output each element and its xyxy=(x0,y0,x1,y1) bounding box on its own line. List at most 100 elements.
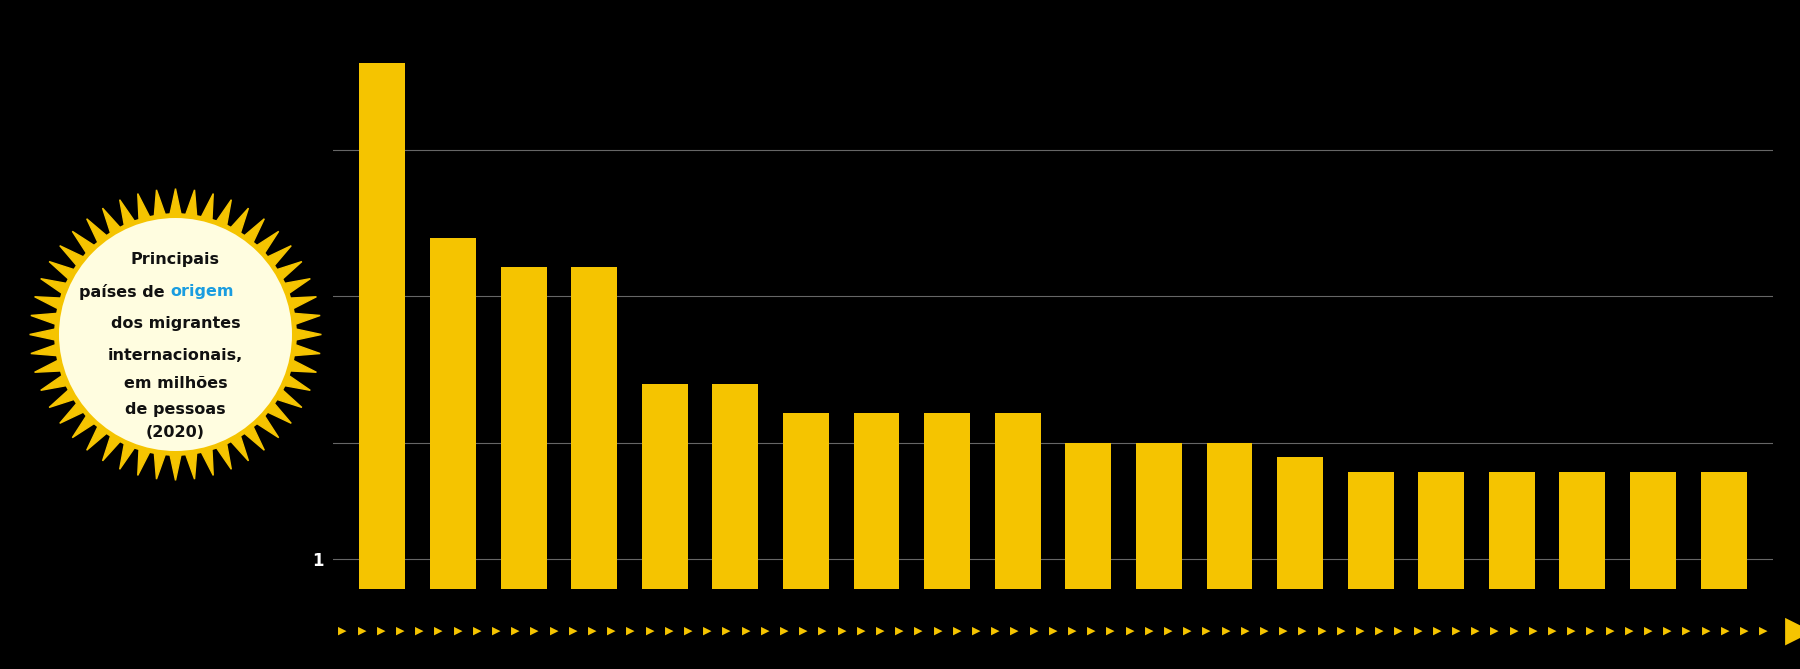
Text: ▶: ▶ xyxy=(1510,626,1517,636)
Text: ▶: ▶ xyxy=(704,626,711,636)
Polygon shape xyxy=(288,297,317,309)
Text: ▶: ▶ xyxy=(1049,626,1057,636)
Text: ▶: ▶ xyxy=(1010,626,1019,636)
Text: ▶: ▶ xyxy=(1625,626,1633,636)
Text: ▶: ▶ xyxy=(895,626,904,636)
Polygon shape xyxy=(119,200,135,227)
Text: ▶: ▶ xyxy=(1663,626,1672,636)
Polygon shape xyxy=(34,297,63,309)
Text: ▶: ▶ xyxy=(1318,626,1327,636)
Bar xyxy=(430,238,475,589)
Text: ▶: ▶ xyxy=(358,626,365,636)
Polygon shape xyxy=(29,328,58,341)
Polygon shape xyxy=(72,231,95,255)
Bar xyxy=(995,413,1040,589)
Bar xyxy=(500,267,547,589)
Text: ▶: ▶ xyxy=(664,626,673,636)
Polygon shape xyxy=(266,402,292,423)
Polygon shape xyxy=(103,434,121,461)
Polygon shape xyxy=(256,414,279,438)
Text: ▶: ▶ xyxy=(1298,626,1307,636)
Bar xyxy=(643,384,688,589)
Text: ▶: ▶ xyxy=(857,626,866,636)
Text: ▶: ▶ xyxy=(761,626,769,636)
Text: internacionais,: internacionais, xyxy=(108,348,243,363)
Bar xyxy=(1631,472,1676,589)
Polygon shape xyxy=(200,448,212,476)
Text: ▶: ▶ xyxy=(626,626,635,636)
Polygon shape xyxy=(59,402,85,423)
Text: ▶: ▶ xyxy=(972,626,981,636)
Text: ▶: ▶ xyxy=(1606,626,1615,636)
Text: ▶: ▶ xyxy=(416,626,423,636)
Polygon shape xyxy=(103,208,121,235)
Polygon shape xyxy=(155,452,166,479)
Polygon shape xyxy=(216,442,232,469)
Polygon shape xyxy=(185,452,196,479)
Text: ▶: ▶ xyxy=(491,626,500,636)
Bar xyxy=(783,413,828,589)
Polygon shape xyxy=(283,375,310,390)
Text: ▶: ▶ xyxy=(1067,626,1076,636)
Bar xyxy=(1701,472,1746,589)
Polygon shape xyxy=(169,454,182,480)
Text: ▶: ▶ xyxy=(646,626,653,636)
Bar xyxy=(1348,472,1393,589)
Polygon shape xyxy=(72,414,95,438)
Text: ▶: ▶ xyxy=(684,626,693,636)
Text: ▶: ▶ xyxy=(396,626,405,636)
Polygon shape xyxy=(185,190,196,217)
Polygon shape xyxy=(31,345,58,356)
Polygon shape xyxy=(86,219,108,244)
Text: origem: origem xyxy=(171,284,234,299)
Polygon shape xyxy=(288,360,317,372)
Polygon shape xyxy=(243,425,265,450)
Polygon shape xyxy=(49,262,76,280)
Text: ▶: ▶ xyxy=(1548,626,1557,636)
Polygon shape xyxy=(41,279,68,294)
Text: ▶: ▶ xyxy=(1786,613,1800,648)
Bar xyxy=(360,63,405,589)
Polygon shape xyxy=(293,328,322,341)
Text: ▶: ▶ xyxy=(799,626,808,636)
Text: ▶: ▶ xyxy=(1701,626,1710,636)
Bar xyxy=(1136,443,1183,589)
Text: ▶: ▶ xyxy=(1490,626,1499,636)
Text: ▶: ▶ xyxy=(992,626,999,636)
Polygon shape xyxy=(293,313,320,324)
Text: ▶: ▶ xyxy=(1395,626,1402,636)
Text: ▶: ▶ xyxy=(1145,626,1154,636)
Text: em milhões: em milhões xyxy=(124,376,227,391)
Bar xyxy=(1559,472,1606,589)
Text: ▶: ▶ xyxy=(607,626,616,636)
Polygon shape xyxy=(169,189,182,215)
Text: ▶: ▶ xyxy=(1586,626,1595,636)
Bar xyxy=(1206,443,1253,589)
Polygon shape xyxy=(31,313,58,324)
Polygon shape xyxy=(119,442,135,469)
Polygon shape xyxy=(275,389,302,407)
Text: ▶: ▶ xyxy=(1643,626,1652,636)
Polygon shape xyxy=(34,360,63,372)
Text: ▶: ▶ xyxy=(1183,626,1192,636)
Polygon shape xyxy=(41,375,68,390)
Text: ▶: ▶ xyxy=(1375,626,1384,636)
Text: ▶: ▶ xyxy=(1759,626,1768,636)
Text: ▶: ▶ xyxy=(779,626,788,636)
Text: ▶: ▶ xyxy=(1528,626,1537,636)
Text: ▶: ▶ xyxy=(1471,626,1480,636)
Polygon shape xyxy=(59,246,85,267)
Text: ▶: ▶ xyxy=(589,626,596,636)
Polygon shape xyxy=(200,193,212,221)
Text: ▶: ▶ xyxy=(1337,626,1345,636)
Text: ▶: ▶ xyxy=(376,626,385,636)
Text: ▶: ▶ xyxy=(549,626,558,636)
Text: ▶: ▶ xyxy=(338,626,347,636)
Polygon shape xyxy=(216,200,232,227)
Text: de pessoas: de pessoas xyxy=(126,401,225,417)
Polygon shape xyxy=(283,279,310,294)
Polygon shape xyxy=(256,231,279,255)
Text: ▶: ▶ xyxy=(1741,626,1748,636)
Text: ▶: ▶ xyxy=(1125,626,1134,636)
Text: ▶: ▶ xyxy=(1683,626,1690,636)
